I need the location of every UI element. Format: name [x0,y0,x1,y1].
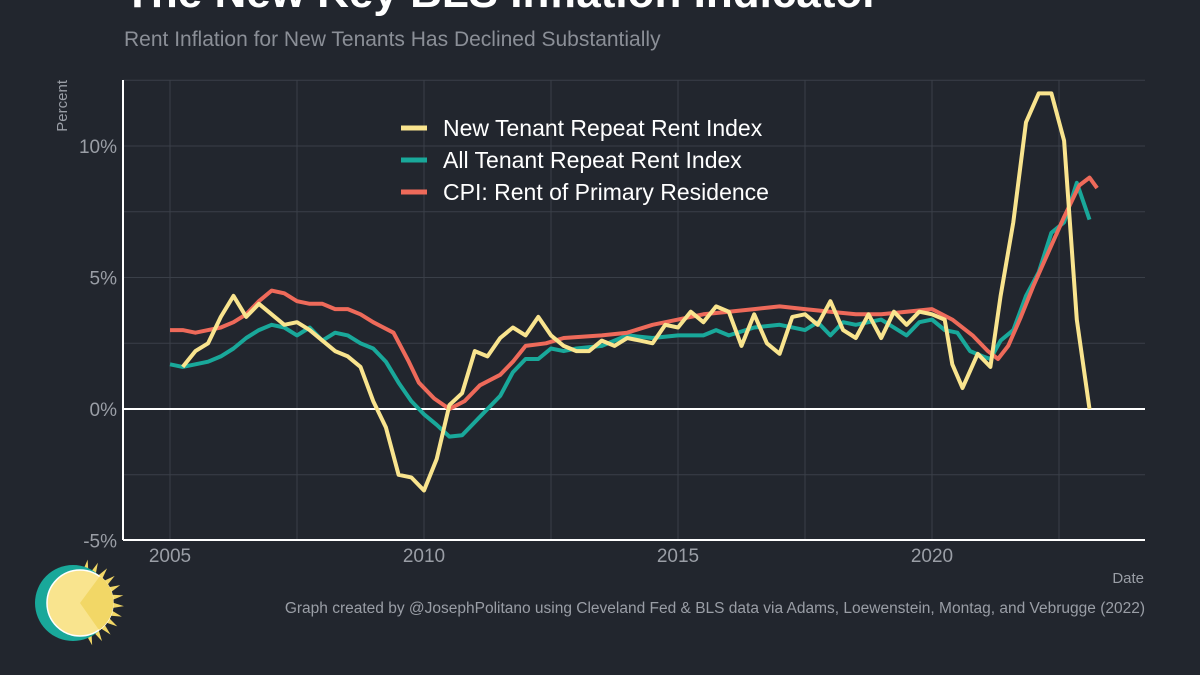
series-line-0 [181,91,1092,493]
y-tick-label: 0% [90,400,118,421]
source-credit: Graph created by @JosephPolitano using C… [284,600,1145,617]
y-axis-title: Percent [54,79,71,132]
chart-title: The New Key BLS Inflation Indicator [124,0,879,18]
y-tick-label: 5% [90,269,118,290]
y-tick-label: 10% [79,137,117,158]
legend-label-1: All Tenant Repeat Rent Index [443,147,742,173]
series-lines [169,91,1099,493]
legend: New Tenant Repeat Rent Index All Tenant R… [401,115,769,205]
chart-subtitle: Rent Inflation for New Tenants Has Decli… [124,28,661,51]
x-axis-title: Date [1112,570,1144,587]
x-tick-label: 2020 [911,546,953,567]
sun-ray [110,594,124,601]
series-line-2 [170,175,1099,411]
legend-label-0: New Tenant Repeat Rent Index [443,115,763,141]
axis-labels: -5% 0% 5% 10% 2005 2010 2015 2020 Date Percent [54,79,1144,587]
x-tick-label: 2015 [657,546,699,567]
series-line-1 [169,180,1092,439]
sun-logo-icon [35,559,124,646]
sun-ray [111,602,124,609]
axes [122,80,1145,541]
x-tick-label: 2010 [403,546,445,567]
legend-label-2: CPI: Rent of Primary Residence [443,179,769,205]
y-tick-label: -5% [83,532,117,553]
x-tick-label: 2005 [149,546,191,567]
grid [123,79,1145,541]
